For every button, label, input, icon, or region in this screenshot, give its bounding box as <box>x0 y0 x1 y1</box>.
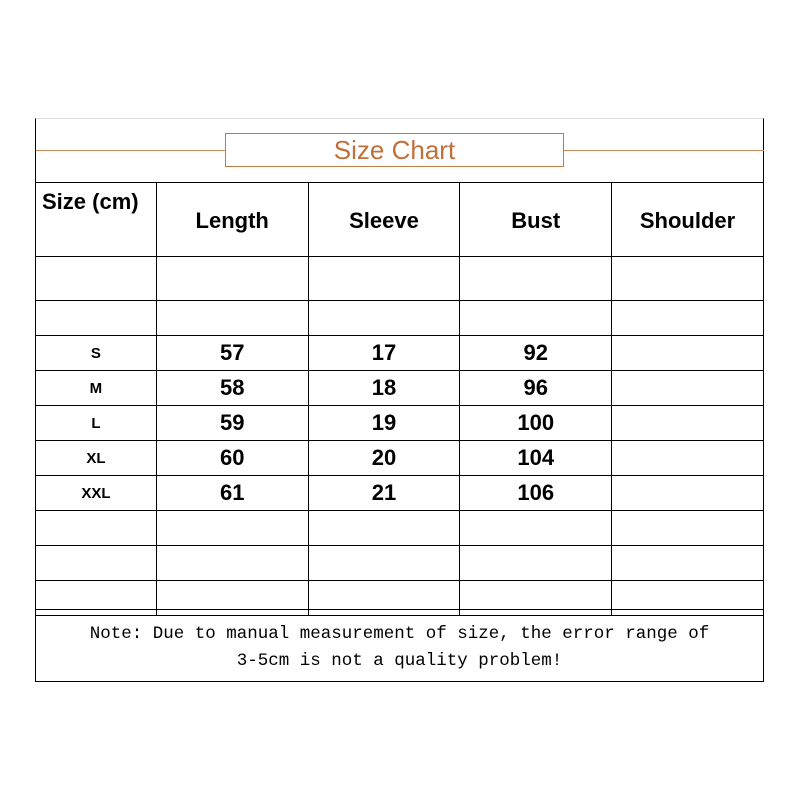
header-row: Size (cm) Length Sleeve Bust Shoulder <box>35 182 764 257</box>
empty-row <box>35 510 764 546</box>
table-row: XXL 61 21 106 <box>35 475 764 511</box>
bust-cell: 106 <box>459 475 613 511</box>
size-cell: S <box>35 335 157 371</box>
table-row: M 58 18 96 <box>35 370 764 406</box>
empty-row <box>35 256 764 301</box>
bust-cell: 100 <box>459 405 613 441</box>
header-bust: Bust <box>459 182 613 257</box>
table-row: L 59 19 100 <box>35 405 764 441</box>
length-cell: 59 <box>155 405 309 441</box>
length-cell: 57 <box>155 335 309 371</box>
bust-cell: 96 <box>459 370 613 406</box>
table-row: S 57 17 92 <box>35 335 764 371</box>
title-divider-right <box>564 150 764 151</box>
sleeve-cell: 21 <box>307 475 461 511</box>
header-sleeve: Sleeve <box>307 182 461 257</box>
size-cell: L <box>35 405 157 441</box>
empty-row <box>35 545 764 581</box>
sleeve-cell: 19 <box>307 405 461 441</box>
bust-cell: 92 <box>459 335 613 371</box>
shoulder-cell <box>611 440 764 476</box>
empty-row <box>35 580 764 616</box>
note-line-1: Note: Due to manual measurement of size,… <box>89 624 710 644</box>
length-cell: 58 <box>155 370 309 406</box>
shoulder-cell <box>611 405 764 441</box>
sleeve-cell: 17 <box>307 335 461 371</box>
title-divider-left <box>36 150 225 151</box>
shoulder-cell <box>611 370 764 406</box>
sleeve-cell: 18 <box>307 370 461 406</box>
bust-cell: 104 <box>459 440 613 476</box>
title-row: Size Chart <box>36 119 764 182</box>
size-chart: Size Chart Size (cm) Length Sleeve Bust … <box>35 118 764 682</box>
sleeve-cell: 20 <box>307 440 461 476</box>
size-cell: M <box>35 370 157 406</box>
length-cell: 61 <box>155 475 309 511</box>
header-size: Size (cm) <box>35 182 157 257</box>
header-shoulder: Shoulder <box>611 182 764 257</box>
note: Note: Due to manual measurement of size,… <box>36 609 763 682</box>
size-cell: XL <box>35 440 157 476</box>
length-cell: 60 <box>155 440 309 476</box>
empty-row <box>35 300 764 336</box>
chart-title: Size Chart <box>225 133 564 167</box>
table-row: XL 60 20 104 <box>35 440 764 476</box>
header-length: Length <box>155 182 309 257</box>
shoulder-cell <box>611 475 764 511</box>
shoulder-cell <box>611 335 764 371</box>
note-line-2: 3-5cm is not a quality problem! <box>236 651 563 671</box>
size-cell: XXL <box>35 475 157 511</box>
